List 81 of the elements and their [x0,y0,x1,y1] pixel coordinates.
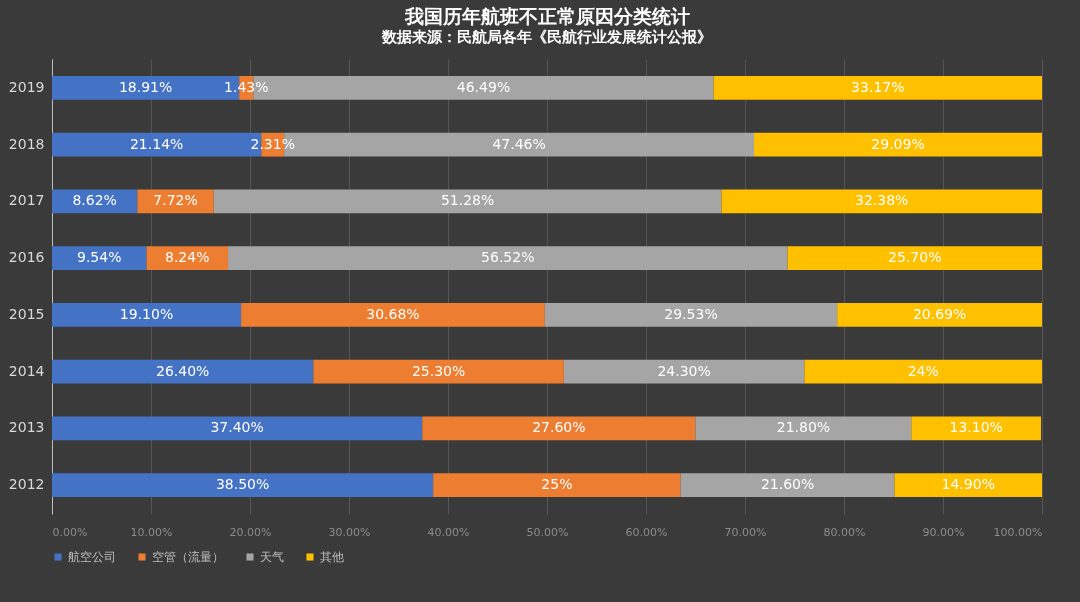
x-tick-label: 30.00% [328,525,371,539]
x-tick-label: 20.00% [229,525,272,539]
legend-label: 其他 [320,550,344,564]
bar [52,473,434,497]
data-label: 46.49% [456,78,511,95]
bar [754,132,1042,157]
bar [313,359,564,384]
bar [713,76,1042,100]
data-label: 38.50% [215,476,270,493]
bar [422,416,696,441]
bar [146,246,229,271]
bar [680,473,895,497]
data-label: 29.53% [664,305,718,322]
data-label: 9.54% [76,249,122,266]
bar [228,246,788,271]
bar [563,359,805,384]
y-tick-label: 2019 [8,78,45,95]
y-tick-label: 2018 [8,135,45,152]
data-label: 24.30% [657,362,711,379]
bar [433,473,681,497]
bar [787,246,1042,271]
data-label: 26.40% [155,362,210,379]
bar [52,246,147,271]
data-label: 51.28% [440,192,495,209]
legend-label: 航空公司 [68,550,116,564]
data-label: 47.46% [492,135,546,152]
data-label: 20.69% [912,305,967,322]
legend-label: 空管（流量） [152,550,224,564]
x-tick-label: 40.00% [427,525,470,539]
data-label: 37.40% [210,419,264,436]
bar [695,416,912,441]
data-label: 21.80% [776,419,831,436]
legend-label: 天气 [260,550,284,564]
data-label: 33.17% [851,78,905,95]
x-tick-label: 10.00% [130,525,173,539]
data-label: 8.24% [164,249,210,266]
x-tick-label: 70.00% [724,525,767,539]
chart-subtitle: 数据来源：民航局各年《民航行业发展统计公报》 [381,28,712,46]
bar [52,302,242,327]
y-tick-label: 2015 [8,305,45,322]
bar [213,189,722,214]
data-label: 27.60% [532,419,586,436]
data-label: 29.09% [871,135,925,152]
data-label: 25.30% [411,362,466,379]
data-label: 21.14% [129,135,184,152]
data-label: 13.10% [949,419,1003,436]
x-tick-label: 50.00% [526,525,569,539]
x-tick-label: 0.00% [52,525,88,539]
data-label: 21.60% [760,476,815,493]
data-label: 30.68% [366,305,420,322]
data-label: 1.43% [224,78,269,95]
data-label: 25% [541,476,573,493]
bar [721,189,1042,214]
y-tick-label: 2014 [8,362,45,379]
data-label: 19.10% [119,305,174,322]
data-label: 24% [907,362,939,379]
y-tick-label: 2013 [8,419,45,436]
x-tick-label: 60.00% [625,525,668,539]
x-tick-label: 90.00% [922,525,965,539]
data-label: 18.91% [118,78,173,95]
data-label: 25.70% [888,249,942,266]
y-tick-label: 2016 [8,249,45,266]
bar [52,359,314,384]
bar [837,302,1042,327]
chart-title: 我国历年航班不正常原因分类统计 [403,5,690,27]
bar [544,302,838,327]
bar [911,416,1042,441]
bar [241,302,545,327]
data-label: 32.38% [855,192,909,209]
y-tick-label: 2012 [8,476,45,493]
bar [804,359,1042,384]
data-label: 7.72% [153,192,198,209]
bar [137,189,214,214]
x-tick-label: 100.00% [993,525,1043,539]
bar [894,473,1042,497]
data-label: 8.62% [72,192,117,209]
y-tick-label: 2017 [8,192,45,209]
data-label: 56.52% [481,249,535,266]
data-label: 14.90% [941,476,995,493]
bar [52,416,423,441]
x-tick-label: 80.00% [823,525,866,539]
